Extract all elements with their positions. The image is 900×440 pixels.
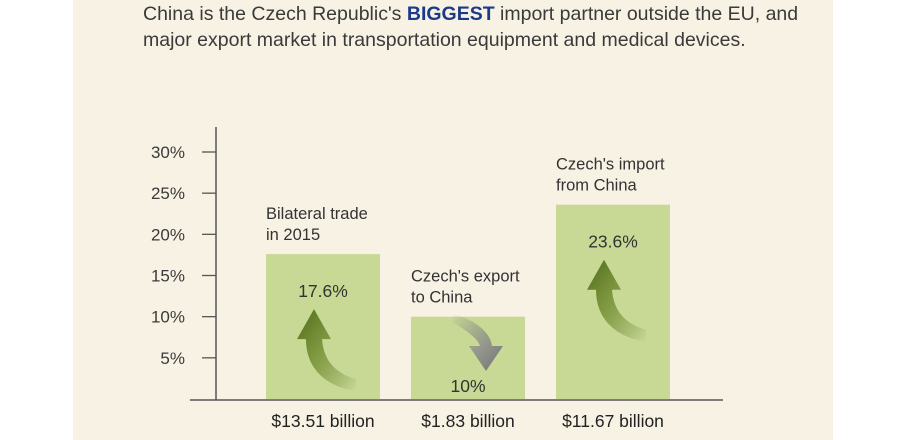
value-label: $11.67 billion: [562, 411, 664, 431]
arrow-up-curved-icon: [297, 309, 356, 392]
category-label-line1: Bilateral trade: [266, 205, 368, 223]
intro-text: China is the Czech Republic's BIGGEST im…: [143, 2, 803, 53]
y-tick-label: 20%: [151, 225, 185, 244]
y-tick-label: 25%: [151, 184, 185, 203]
growth-label: 10%: [450, 376, 485, 396]
arrow-up-curved-icon: [587, 259, 646, 342]
intro-highlight: BIGGEST: [406, 3, 495, 25]
y-tick-label: 5%: [160, 349, 185, 368]
y-tick-label: 15%: [151, 267, 185, 286]
intro-text-end: import partner outside the EU, and major…: [143, 3, 799, 51]
category-label-line2: to China: [411, 289, 473, 307]
category-label-line1: Czech's import: [556, 156, 665, 174]
y-tick-label: 10%: [151, 308, 185, 327]
category-label-line1: Czech's export: [411, 268, 520, 286]
intro-text-start: China is the Czech Republic's: [143, 3, 407, 25]
growth-label: 17.6%: [298, 281, 348, 301]
category-label-line2: from China: [556, 177, 638, 195]
y-tick-label: 30%: [151, 143, 185, 162]
growth-label: 23.6%: [588, 232, 638, 252]
arrow-down-curved-icon: [452, 314, 503, 371]
value-label: $1.83 billion: [421, 411, 514, 431]
category-label-line2: in 2015: [266, 226, 320, 244]
value-label: $13.51 billion: [271, 411, 374, 431]
